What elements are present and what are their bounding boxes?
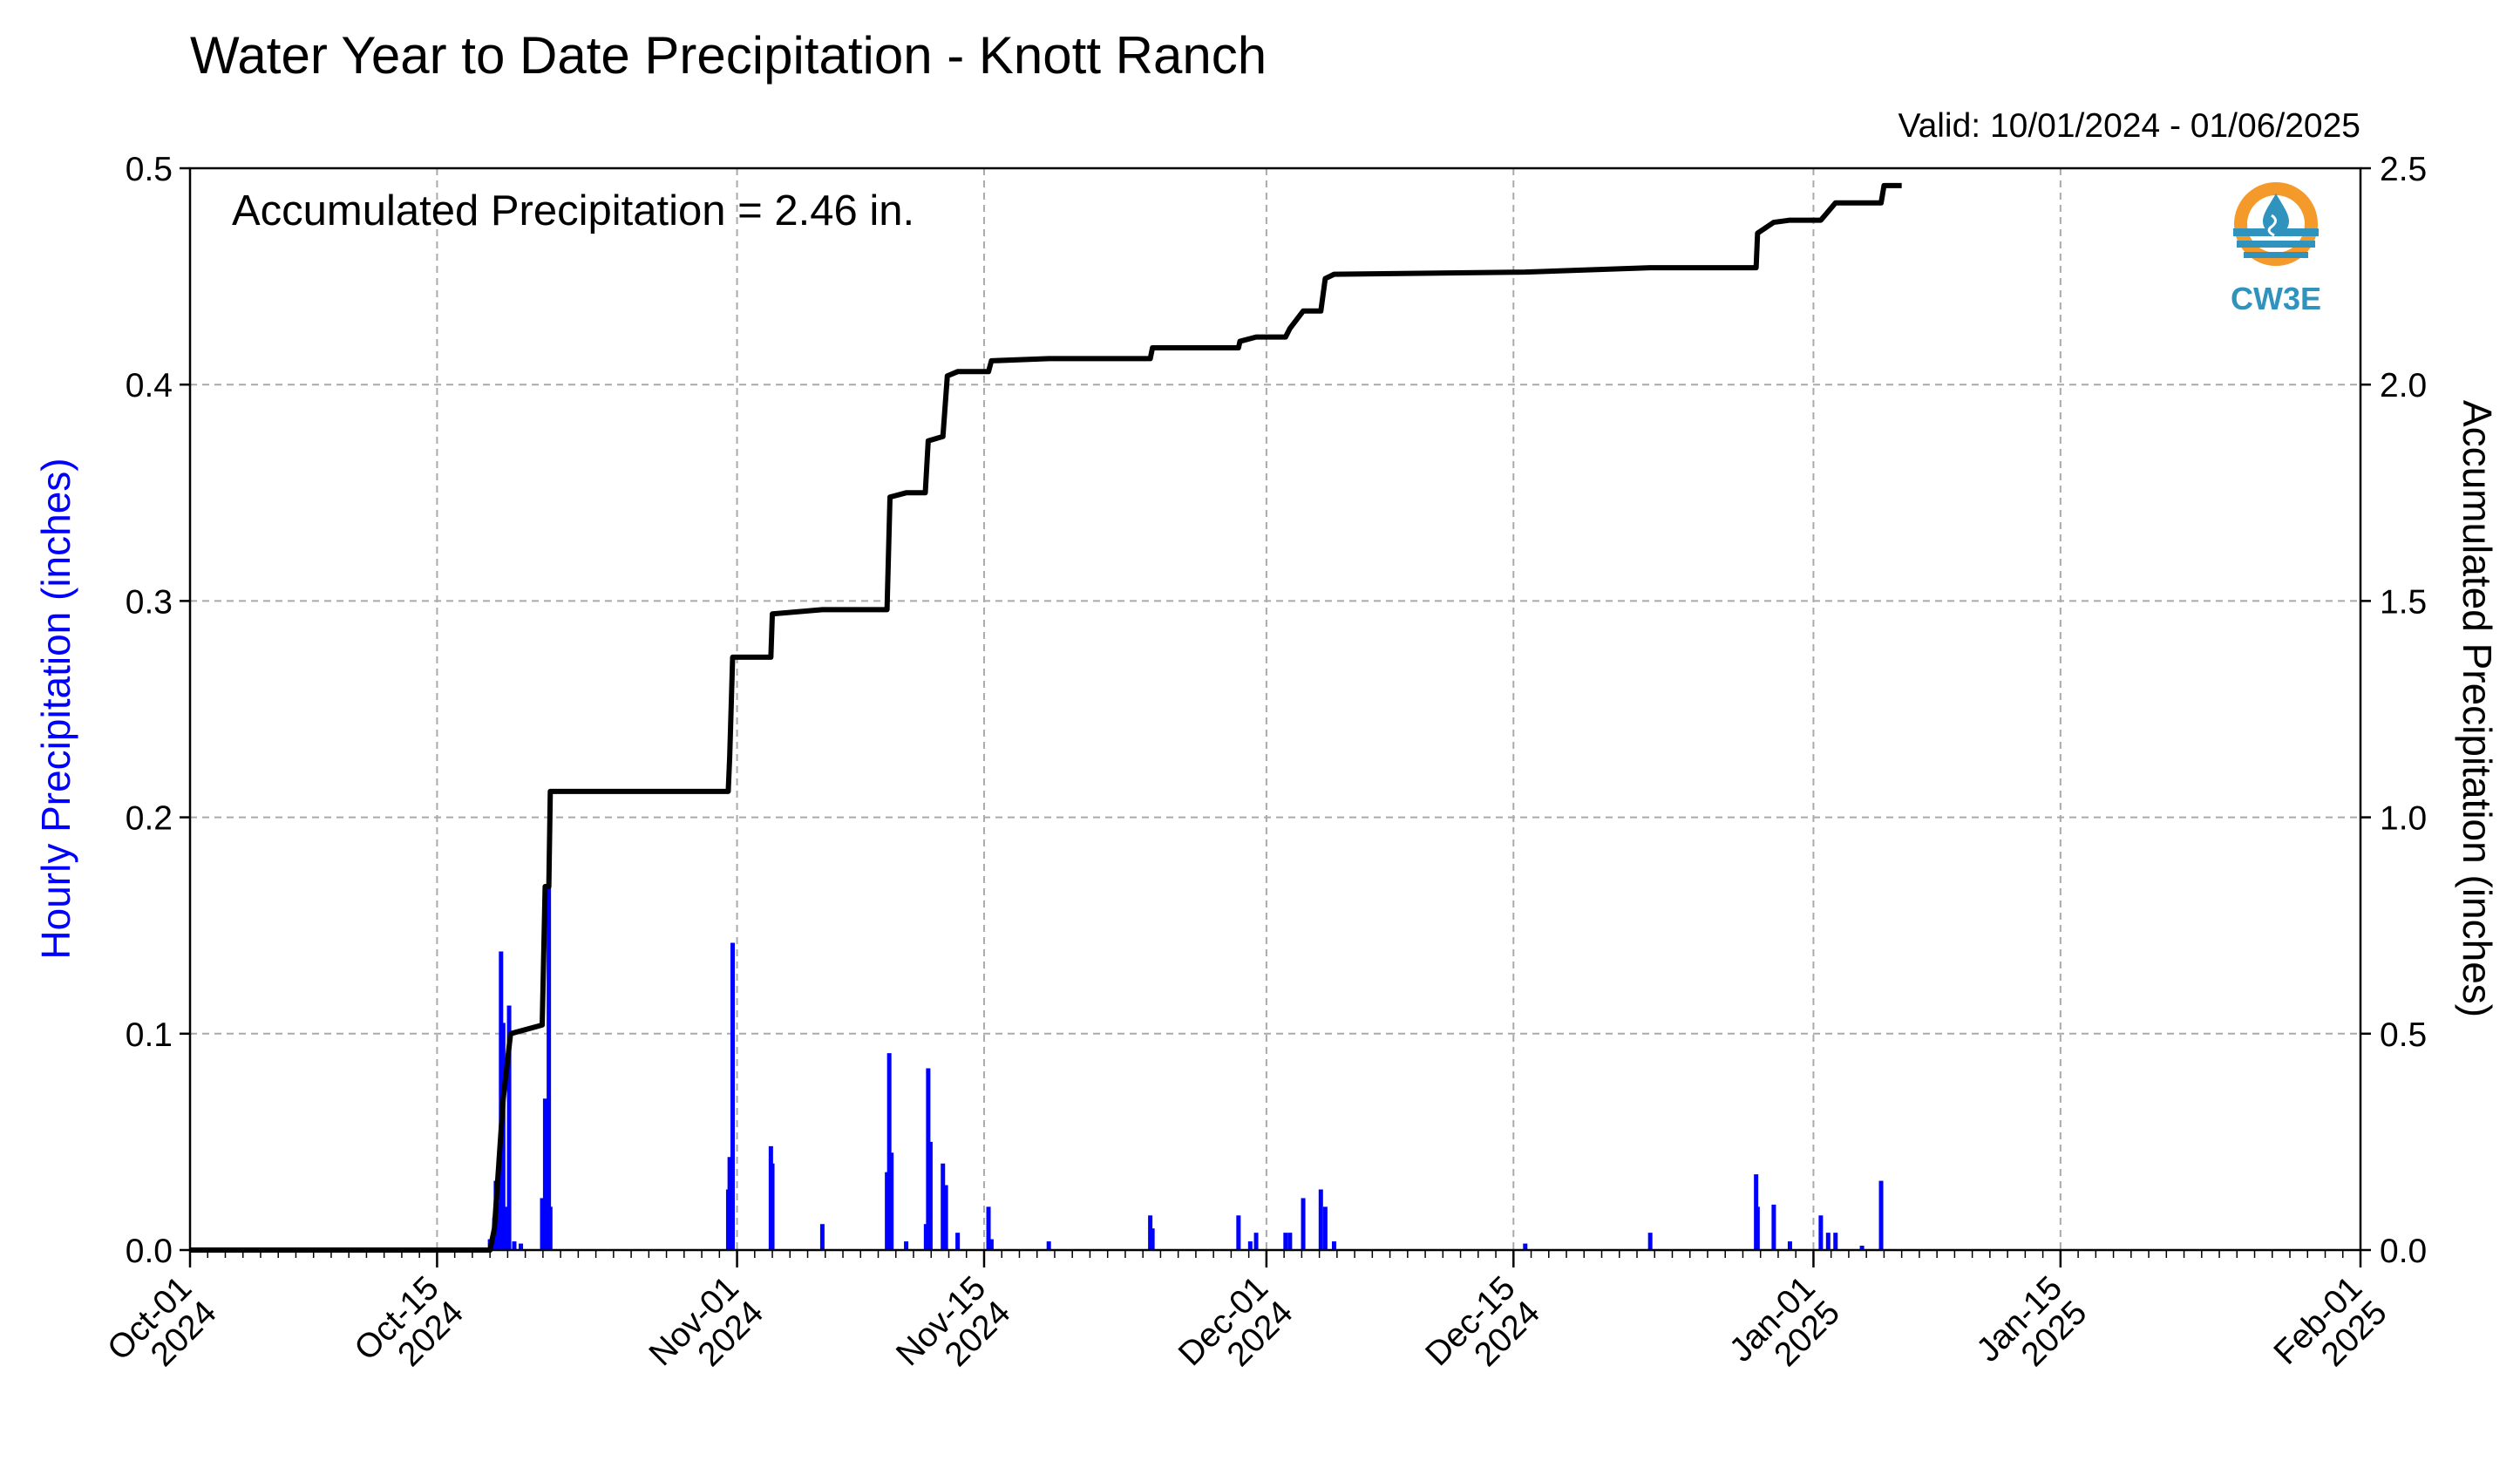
hourly-bar: [547, 1206, 553, 1250]
cw3e-logo: CW3E: [2231, 182, 2321, 316]
y-tick-label-left: 0.3: [126, 583, 173, 621]
hourly-bar: [1331, 1241, 1336, 1250]
hourly-bar: [923, 1224, 928, 1250]
accumulated-precipitation-line: [190, 182, 1902, 1253]
hourly-bar: [941, 1163, 946, 1250]
left-y-tick-labels: 0.0 0.1 0.2 0.3 0.4 0.5: [126, 151, 173, 1270]
left-axis-label: Hourly Precipitation (inches): [33, 458, 78, 959]
hourly-bar: [1287, 1233, 1293, 1250]
hourly-bar: [927, 1141, 933, 1250]
logo-swirl-icon: [2267, 214, 2277, 237]
hourly-bar: [1046, 1241, 1051, 1250]
hourly-bar: [819, 1224, 825, 1250]
chart-title: Water Year to Date Precipitation - Knott…: [190, 26, 1267, 85]
y-tick-label-right: 2.0: [2380, 367, 2427, 404]
hourly-bar: [542, 1098, 547, 1250]
y-tick-label-right: 0.5: [2380, 1016, 2427, 1054]
hourly-bar: [943, 1185, 948, 1250]
plot-frame: [188, 166, 2362, 1252]
hourly-bar: [506, 1005, 512, 1250]
hourly-bar: [547, 887, 552, 1250]
logo-text: CW3E: [2231, 281, 2321, 316]
right-axis-label: Accumulated Precipitation (inches): [2455, 400, 2500, 1017]
y-tick-label-left: 0.5: [126, 151, 173, 188]
logo-water-band-2: [2237, 241, 2315, 248]
y-tick-label-left: 0.0: [126, 1233, 173, 1270]
hourly-bar: [1318, 1189, 1323, 1250]
hourly-bar: [770, 1163, 775, 1250]
grid-lines: [190, 168, 2360, 1250]
hourly-bar: [1253, 1233, 1259, 1250]
hourly-bar: [889, 1152, 894, 1250]
right-y-tick-labels: 0.0 0.5 1.0 1.5 2.0 2.5: [2380, 151, 2427, 1270]
hourly-bar: [1150, 1228, 1155, 1250]
y-tick-label-left: 0.2: [126, 800, 173, 838]
hourly-bar: [727, 1157, 732, 1250]
hourly-bar: [1236, 1215, 1241, 1250]
hourly-bar: [1878, 1180, 1884, 1250]
accumulated-total-annotation: Accumulated Precipitation = 2.46 in.: [232, 187, 914, 234]
hourly-bar: [1523, 1243, 1528, 1250]
logo-water-band-3: [2244, 252, 2308, 258]
hourly-bar: [496, 1202, 501, 1250]
y-tick-label-right: 1.5: [2380, 583, 2427, 621]
hourly-bar: [1755, 1206, 1760, 1250]
hourly-bar: [512, 1241, 517, 1250]
hourly-bar: [988, 1239, 994, 1250]
accumulated-line-group: [190, 182, 1902, 1253]
hourly-bar: [886, 1053, 892, 1250]
hourly-bar: [1818, 1215, 1824, 1250]
hourly-bar: [1825, 1233, 1831, 1250]
hourly-bar: [503, 1206, 508, 1250]
hourly-bar: [1247, 1241, 1253, 1250]
hourly-bar: [540, 1198, 545, 1250]
hourly-bar: [1833, 1233, 1838, 1250]
hourly-bar: [1787, 1241, 1792, 1250]
axis-ticks: [180, 166, 2371, 1267]
y-tick-label-right: 2.5: [2380, 151, 2427, 188]
hourly-bar: [730, 942, 735, 1250]
hourly-bar: [1301, 1198, 1306, 1250]
y-tick-label-right: 0.0: [2380, 1233, 2427, 1270]
hourly-bar: [1322, 1206, 1328, 1250]
hourly-bar: [1647, 1233, 1653, 1250]
chart-subtitle: Valid: 10/01/2024 - 01/06/2025: [1898, 107, 2360, 145]
hourly-bar: [1859, 1246, 1865, 1250]
y-tick-label-left: 0.1: [126, 1016, 173, 1054]
hourly-bar: [519, 1243, 524, 1250]
hourly-bar: [1148, 1215, 1153, 1250]
hourly-bar: [904, 1241, 909, 1250]
logo-droplet-icon: [2263, 194, 2289, 234]
hourly-bar: [926, 1068, 931, 1250]
y-tick-label-right: 1.0: [2380, 800, 2427, 838]
hourly-bar: [885, 1172, 890, 1250]
hourly-bar: [955, 1233, 961, 1250]
hourly-bar: [1283, 1233, 1288, 1250]
y-tick-label-left: 0.4: [126, 367, 173, 404]
hourly-bar: [986, 1206, 991, 1250]
hourly-bar: [1771, 1204, 1776, 1250]
